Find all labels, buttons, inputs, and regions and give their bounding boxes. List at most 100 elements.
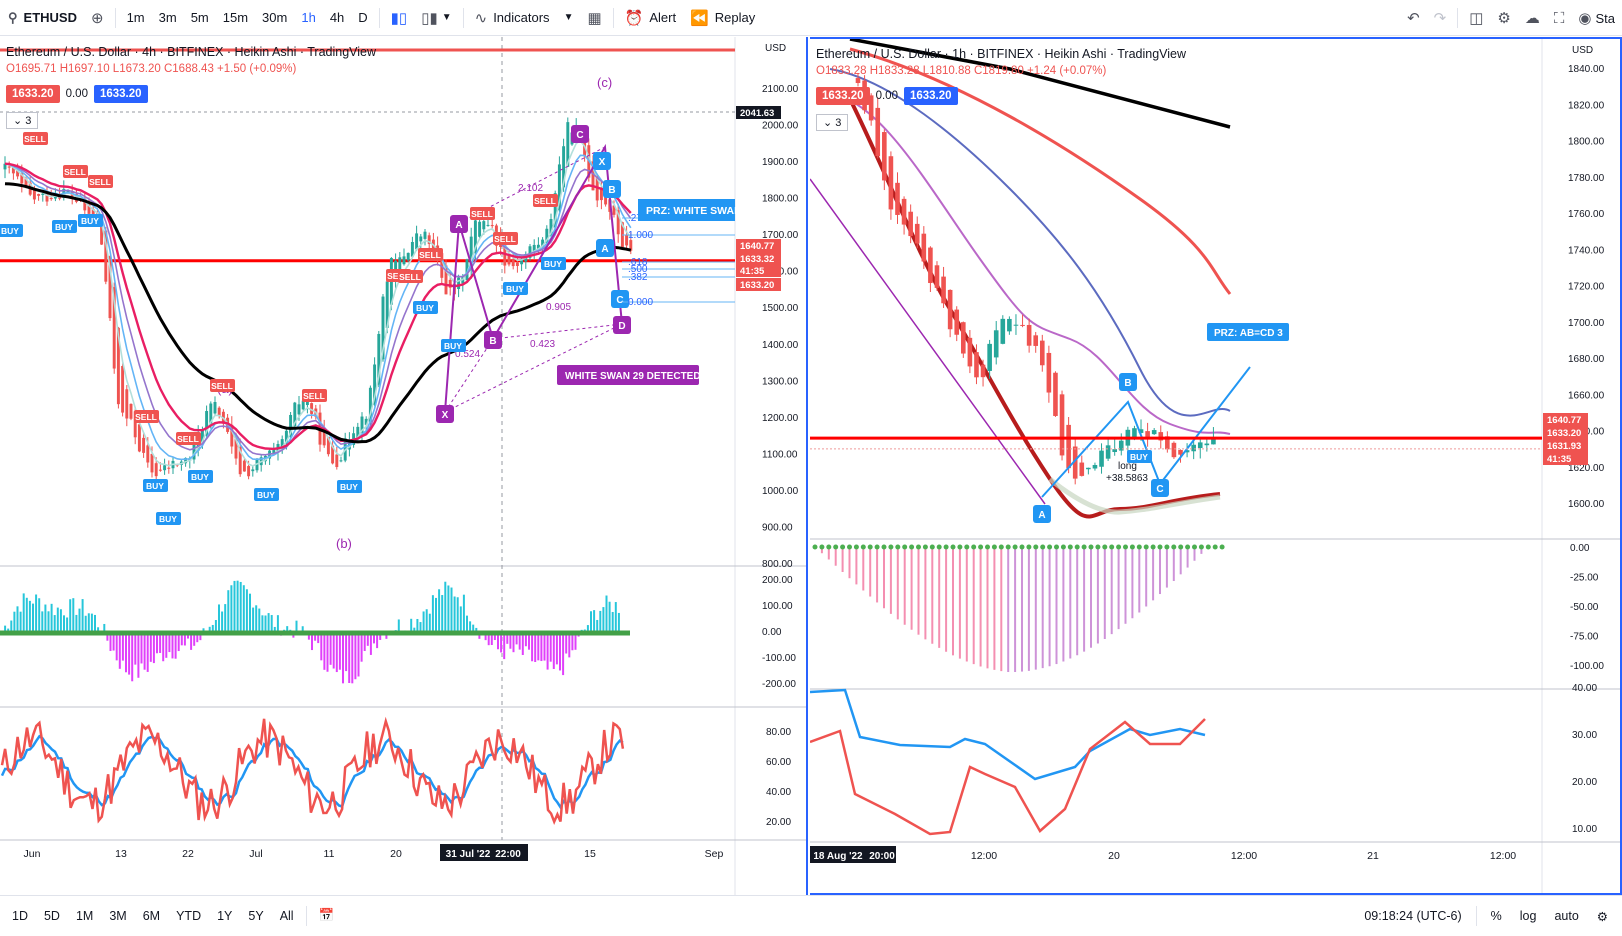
indicators-button[interactable]: ∿ Indicators ▼ <box>468 0 581 36</box>
osc-dot <box>833 544 839 550</box>
candle-body <box>11 166 15 174</box>
slow-moving-average-line <box>849 39 1231 129</box>
candle-body <box>83 198 87 211</box>
percent-toggle[interactable]: % <box>1490 909 1502 923</box>
layout-button[interactable]: ◫ <box>1462 0 1490 36</box>
candle-body <box>612 205 616 215</box>
candle-style-button[interactable]: ▯▮ ▼ <box>414 0 458 36</box>
buy-signal-label: BUY <box>1 226 19 236</box>
detected-label: WHITE SWAN 29 DETECTED <box>565 371 701 382</box>
range-1y[interactable]: 1Y <box>209 909 240 923</box>
bar-style-button[interactable]: ▮▯ <box>384 0 415 36</box>
date-range-button[interactable]: 📅 <box>311 908 343 923</box>
range-1d[interactable]: 1D <box>0 909 36 923</box>
sell-signal-label: SELL <box>399 272 421 282</box>
buy-signal-label: BUY <box>191 472 209 482</box>
interval-3m[interactable]: 3m <box>152 0 184 36</box>
price-tag-bg <box>736 278 781 291</box>
interval-30m[interactable]: 30m <box>255 0 294 36</box>
divider <box>1475 906 1477 926</box>
candle-body <box>339 460 343 462</box>
indicator-counter[interactable]: ⌄ 3 <box>6 112 39 129</box>
buy-price-button[interactable]: 1633.20 <box>93 85 148 103</box>
time-axis-label: 12:00 <box>1231 850 1257 862</box>
range-6m[interactable]: 6M <box>135 909 168 923</box>
chart-canvas-left[interactable]: 2100.002000.001900.001800.001700.001600.… <box>0 37 808 895</box>
camera-icon: ◉ <box>1578 10 1592 27</box>
osc-axis-label: 0.00 <box>1570 543 1590 554</box>
settings-button[interactable]: ⚙ <box>1589 909 1616 924</box>
time-axis-label: 20 <box>390 848 402 860</box>
sell-price-button[interactable]: 1633.20 <box>6 85 60 103</box>
osc-dot <box>840 544 846 550</box>
osc-dot <box>1143 544 1149 550</box>
symbol-search[interactable]: ⚲ ETHUSD <box>0 0 84 36</box>
range-5y[interactable]: 5Y <box>240 909 271 923</box>
candle-body <box>1105 445 1111 459</box>
indicator-counter[interactable]: ⌄ 3 <box>816 114 849 131</box>
interval-4h[interactable]: 4h <box>323 0 351 36</box>
chart-pane-left[interactable]: Ethereum / U.S. Dollar · 4h · BITFINEX ·… <box>0 37 808 895</box>
sell-price-button[interactable]: 1633.20 <box>816 87 870 105</box>
moving-average-line <box>829 68 1231 417</box>
compare-button[interactable]: ⊕ <box>84 0 111 36</box>
osc-dot <box>1067 544 1073 550</box>
interval-1h[interactable]: 1h <box>294 0 322 36</box>
osc-dot <box>888 544 894 550</box>
interval-1m[interactable]: 1m <box>120 0 152 36</box>
point-c-label: C <box>616 295 623 306</box>
candle-body <box>121 365 125 413</box>
templates-button[interactable]: ▦ <box>580 0 608 36</box>
osc-dot <box>1129 544 1135 550</box>
candle-body <box>1211 437 1216 445</box>
chart-canvas-right[interactable]: 1840.00 1820.00 1800.00 1780.00 1760.00 1740.… <box>810 39 1620 895</box>
candle-body <box>410 242 414 257</box>
buy-price-button[interactable]: 1633.20 <box>903 87 958 105</box>
range-3m[interactable]: 3M <box>101 909 134 923</box>
alert-button[interactable]: ⏰ Alert <box>618 0 683 36</box>
auto-toggle[interactable]: auto <box>1554 909 1579 923</box>
range-1m[interactable]: 1M <box>68 909 101 923</box>
interval-daily[interactable]: D <box>351 0 374 36</box>
candle-body <box>87 204 91 214</box>
interval-5m[interactable]: 5m <box>184 0 216 36</box>
candle-body <box>112 287 116 369</box>
buy-signal-bg <box>52 220 77 233</box>
sell-signal-bg <box>302 389 327 402</box>
fullscreen-button[interactable]: ⛶ <box>1547 0 1572 36</box>
buy-signal-label: BUY <box>159 514 177 524</box>
undo-button[interactable]: ↶ <box>1400 0 1427 36</box>
redo-button[interactable]: ↷ <box>1427 0 1454 36</box>
log-toggle[interactable]: log <box>1519 909 1537 923</box>
interval-15m[interactable]: 15m <box>216 0 255 36</box>
clock[interactable]: 09:18:24 (UTC-6) <box>1364 909 1462 923</box>
osc-dot <box>922 544 928 550</box>
osc-dot <box>1040 544 1046 550</box>
settings-button[interactable]: ⚙ <box>1490 0 1517 36</box>
price-tag: 41:35 <box>740 266 765 277</box>
rsi-line <box>810 718 1206 836</box>
save-cloud-button[interactable]: ☁ <box>1518 0 1547 36</box>
range-5d[interactable]: 5D <box>36 909 68 923</box>
moving-average-line <box>829 93 1231 435</box>
candle-body <box>247 466 251 477</box>
range-all[interactable]: All <box>272 909 302 923</box>
candle-body <box>230 424 234 447</box>
range-ytd[interactable]: YTD <box>168 909 209 923</box>
sell-signal-bg <box>493 232 518 245</box>
snapshot-button[interactable]: ◉ Sta <box>1571 0 1622 36</box>
price-axis-label: 2000.00 <box>762 121 799 132</box>
candle-body <box>104 230 108 282</box>
sell-signal-label: SELL <box>177 434 199 444</box>
candle-body <box>200 429 204 443</box>
price-tag-bg <box>1543 439 1588 452</box>
sell-signal-label: SELL <box>303 391 325 401</box>
range-label: YTD <box>176 908 202 923</box>
candle-body <box>993 330 999 358</box>
change-value: +1.50 (+0.09%) <box>217 63 297 75</box>
chart-pane-right[interactable]: Ethereum / U.S. Dollar · 1h · BITFINEX ·… <box>810 37 1622 895</box>
replay-button[interactable]: ⏪ Replay <box>683 0 762 36</box>
interval-label: D <box>358 10 368 25</box>
price-axis-label: 1900.00 <box>762 157 799 168</box>
fast-moving-average-line <box>848 98 1221 519</box>
